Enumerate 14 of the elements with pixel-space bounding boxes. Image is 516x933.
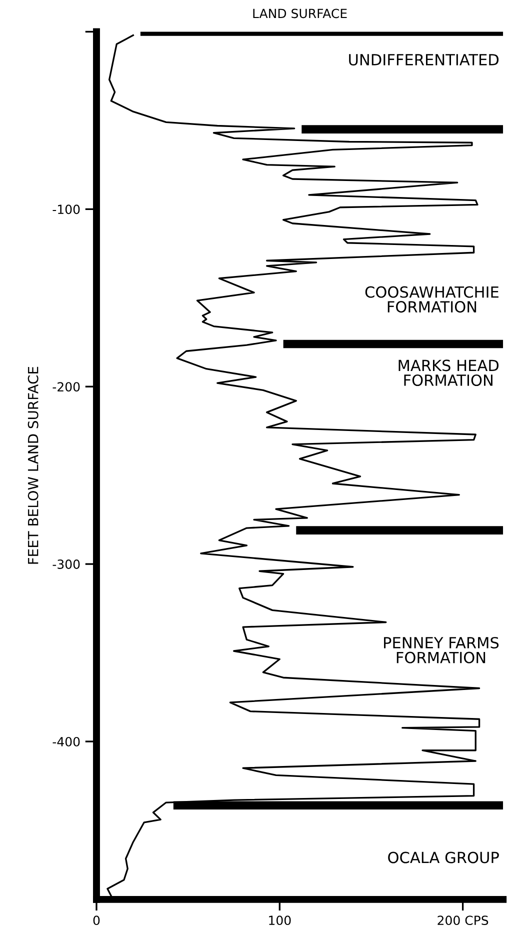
- y-tick-label: -100: [52, 204, 80, 214]
- annotation: COOSAWHATCHIE FORMATION: [365, 286, 498, 313]
- annotation: MARKS HEAD FORMATION: [398, 360, 499, 386]
- x-tick-label: 200 CPS: [438, 916, 488, 926]
- x-tick-label: 0: [93, 916, 100, 926]
- annotation: PENNEY FARMS FORMATION: [384, 636, 499, 664]
- y-tick-label: -200: [52, 382, 80, 392]
- y-tick-label: -400: [52, 736, 80, 746]
- y-axis-title: FEET BELOW LAND SURFACE: [28, 366, 38, 564]
- ref-line-label: LAND SURFACE: [253, 8, 347, 18]
- annotation: UNDIFFERENTIATED: [349, 54, 499, 66]
- x-tick-label: 100: [269, 916, 291, 926]
- y-tick-label: -300: [52, 560, 80, 569]
- annotation: OCALA GROUP: [388, 852, 499, 864]
